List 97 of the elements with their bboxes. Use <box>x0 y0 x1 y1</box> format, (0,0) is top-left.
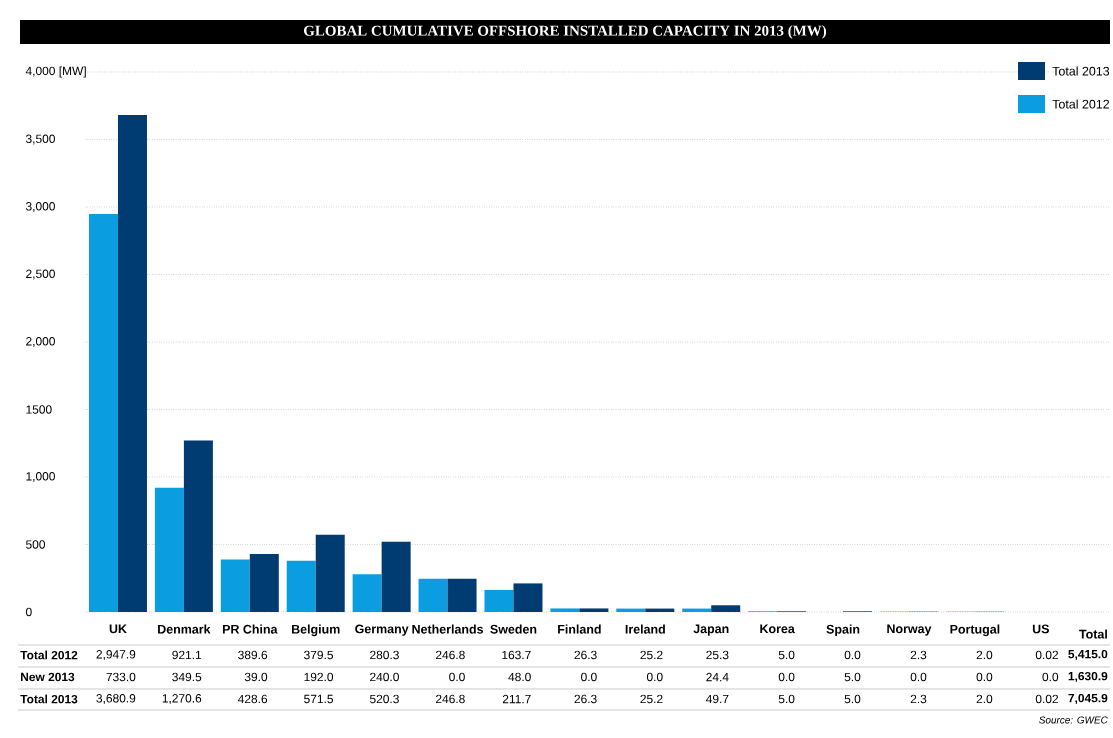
data-label: 26.3 <box>574 650 597 660</box>
x-tick-label: Netherlands <box>412 624 484 634</box>
data-label: 2.0 <box>976 694 993 704</box>
data-label: 3,680.9 <box>96 694 136 704</box>
text: 1,630.9 <box>1068 671 1108 683</box>
text: 0.0 <box>778 672 795 682</box>
x-tick-label: Belgium <box>291 624 340 637</box>
bar <box>484 589 514 612</box>
text: 39.0 <box>244 672 268 682</box>
text: 24.4 <box>706 672 729 682</box>
y-tick-label: 4,000 [MW] <box>25 66 86 78</box>
bar <box>447 578 477 612</box>
legend-label: Total 2012 <box>1052 99 1110 109</box>
text: Total 2012 <box>20 650 78 660</box>
data-label: 25.2 <box>640 694 663 704</box>
data-label: 2.3 <box>910 694 927 704</box>
bar <box>550 608 580 612</box>
y-tick-label: 3,000 <box>25 202 55 212</box>
text: 0.0 <box>646 672 663 682</box>
text: 0.0 <box>449 672 465 682</box>
data-label: 26.3 <box>574 694 597 704</box>
source-note: Source: GWEC <box>1039 716 1108 724</box>
text: 192.0 <box>304 672 334 682</box>
bar <box>117 115 147 612</box>
text: 48.0 <box>508 672 531 682</box>
x-tick-label: Ireland <box>625 624 665 634</box>
y-tick-label: 1,000 <box>26 472 55 482</box>
bar <box>286 560 316 612</box>
bar <box>352 574 382 612</box>
text: 7,045.9 <box>1068 693 1108 705</box>
x-tick-label: Germany <box>355 624 409 636</box>
text: 5,415.0 <box>1068 649 1108 661</box>
data-label: 571.5 <box>304 694 333 704</box>
data-label: 163.7 <box>502 650 531 660</box>
data-label: 2.0 <box>976 650 993 660</box>
data-label: 49.7 <box>706 694 729 704</box>
data-label: 5.0 <box>844 694 861 704</box>
bar <box>381 541 411 612</box>
x-tick-label: PR China <box>222 624 278 634</box>
text: Total <box>1079 629 1107 639</box>
x-tick-label: US <box>1032 624 1049 634</box>
data-label: 5.0 <box>778 650 795 660</box>
y-tick-label: 3,500 <box>25 134 55 145</box>
bar <box>220 559 250 612</box>
data-label: 0.02 <box>1035 650 1058 660</box>
data-label: 921.1 <box>172 650 202 660</box>
y-tick-label: 0 <box>26 607 32 617</box>
data-label: 25.3 <box>706 650 729 660</box>
x-tick-label: Korea <box>760 624 795 634</box>
bar <box>88 214 118 612</box>
data-label: 211.7 <box>502 694 531 704</box>
data-label: 0.0 <box>844 650 861 660</box>
bar <box>249 554 279 612</box>
data-label: 246.8 <box>435 694 465 704</box>
bar <box>315 534 345 612</box>
x-tick-label: Norway <box>887 624 932 636</box>
text: 349.5 <box>172 672 202 682</box>
bar <box>579 608 609 612</box>
text: 0.0 <box>910 672 927 682</box>
text: 5.0 <box>844 672 861 682</box>
text: 733.0 <box>106 672 136 682</box>
chart-title: GLOBAL CUMULATIVE OFFSHORE INSTALLED CAPACITY IN 2013 (MW) <box>303 25 827 39</box>
x-tick-label: Spain <box>826 624 860 637</box>
bar <box>183 440 213 612</box>
data-label: 389.6 <box>238 650 268 660</box>
y-tick-label: 1500 <box>26 405 52 414</box>
x-tick-label: Denmark <box>158 624 211 634</box>
data-label: 2,947.9 <box>96 650 136 660</box>
text: 0.0 <box>1042 672 1059 682</box>
text: 240.0 <box>370 672 399 682</box>
data-label: 25.2 <box>640 650 663 660</box>
y-tick-label: 500 <box>26 540 46 549</box>
bar <box>418 578 448 612</box>
text: New 2013 <box>21 672 75 682</box>
x-tick-label: Portugal <box>950 624 1000 637</box>
data-label: 379.5 <box>304 650 333 660</box>
data-label: 5.0 <box>778 694 795 704</box>
data-label: 2.3 <box>910 650 927 660</box>
bar <box>513 583 543 612</box>
x-tick-label: UK <box>109 624 127 634</box>
data-label: 428.6 <box>237 694 268 704</box>
data-label: 0.02 <box>1035 694 1058 704</box>
y-tick-label: 2,500 <box>26 269 55 280</box>
text: 0.0 <box>581 672 597 682</box>
bar <box>154 487 184 612</box>
text: 0.0 <box>976 672 993 682</box>
x-tick-label: Sweden <box>490 624 537 634</box>
bar <box>711 605 741 612</box>
data-label: 246.8 <box>435 650 465 660</box>
y-tick-label: 2,000 <box>26 337 55 347</box>
legend-label: Total 2013 <box>1052 66 1110 76</box>
data-label: 520.3 <box>369 694 399 704</box>
x-tick-label: Japan <box>693 624 729 636</box>
data-label: 280.3 <box>370 650 399 660</box>
x-tick-label: Finland <box>558 624 601 634</box>
data-label: 1,270.6 <box>162 694 202 704</box>
text: Total 2013 <box>20 694 78 704</box>
